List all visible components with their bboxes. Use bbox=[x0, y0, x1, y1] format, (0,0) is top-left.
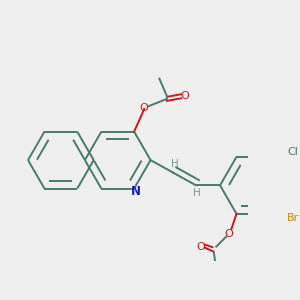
Text: O: O bbox=[197, 242, 206, 252]
Text: O: O bbox=[180, 91, 189, 101]
Text: H: H bbox=[194, 188, 201, 198]
Text: O: O bbox=[140, 103, 148, 113]
Text: H: H bbox=[171, 159, 178, 169]
Text: N: N bbox=[130, 184, 140, 198]
Text: Br: Br bbox=[287, 213, 299, 223]
Text: O: O bbox=[224, 229, 233, 239]
Text: Cl: Cl bbox=[287, 147, 298, 157]
